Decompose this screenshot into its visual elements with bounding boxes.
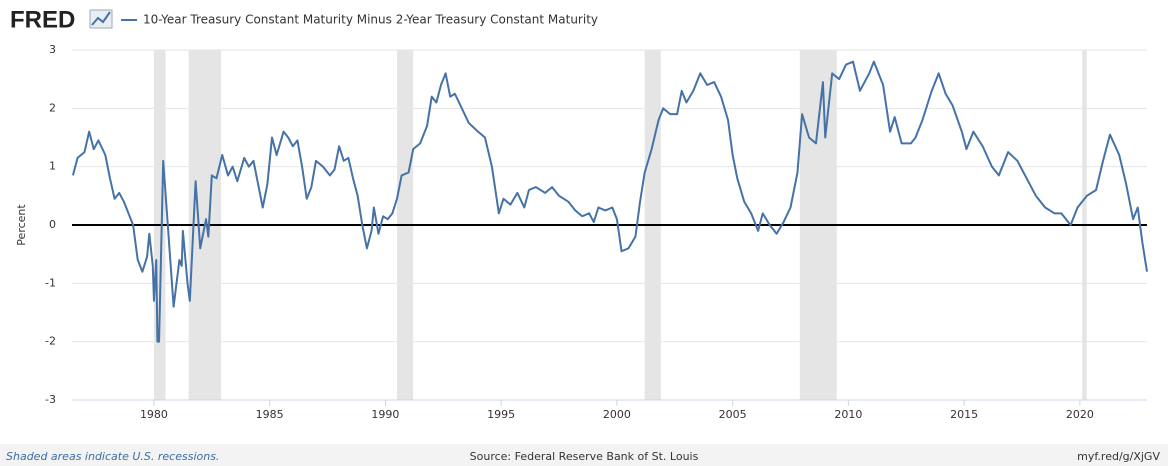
y-tick-label: 0 (49, 218, 56, 231)
x-tick-label: 2000 (603, 408, 631, 421)
footer-source: Source: Federal Reserve Bank of St. Loui… (470, 450, 699, 463)
y-tick-label: 2 (49, 101, 56, 114)
logo[interactable]: FRED (10, 6, 75, 33)
x-tick-label: 1990 (371, 408, 399, 421)
y-tick-label: -3 (45, 393, 56, 406)
y-tick-label: 1 (49, 160, 56, 173)
y-tick-label: 3 (49, 43, 56, 56)
x-tick-label: 2005 (719, 408, 747, 421)
y-tick-label: -2 (45, 335, 56, 348)
x-tick-label: 1985 (256, 408, 284, 421)
x-tick-label: 2010 (834, 408, 862, 421)
x-tick-label: 1980 (140, 408, 168, 421)
y-tick-label: -1 (45, 276, 56, 289)
series-line (71, 60, 1148, 343)
logo-icon (89, 9, 113, 29)
legend-label: 10-Year Treasury Constant Maturity Minus… (143, 13, 598, 27)
footer-link[interactable]: myf.red/g/XjGV (1077, 450, 1160, 463)
x-tick-label: 2020 (1066, 408, 1094, 421)
footer-band (0, 444, 1168, 466)
x-tick-label: 1995 (487, 408, 515, 421)
x-tick-label: 2015 (950, 408, 978, 421)
footer-note[interactable]: Shaded areas indicate U.S. recessions. (6, 450, 219, 463)
y-axis-label: Percent (15, 204, 28, 246)
